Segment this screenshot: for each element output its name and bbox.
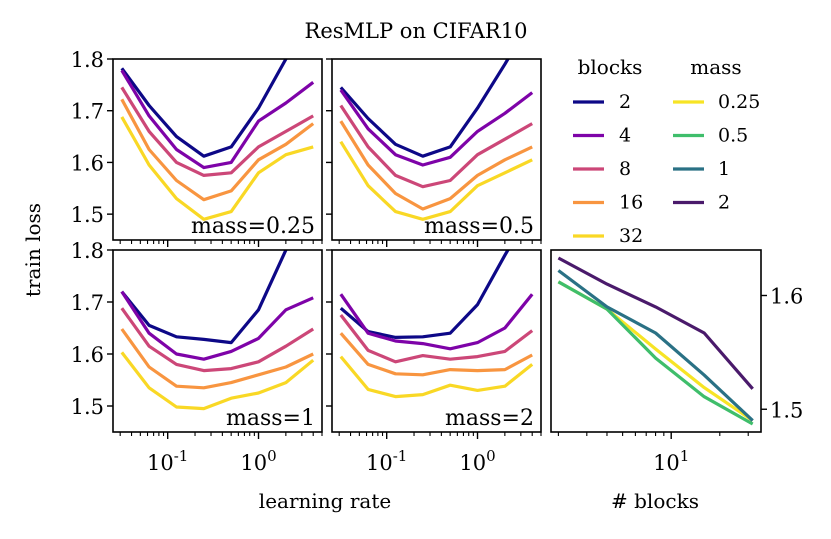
series-group <box>120 59 315 221</box>
series-line-4 <box>339 89 534 167</box>
series-line-16 <box>339 120 533 211</box>
series-line-4 <box>339 293 534 351</box>
legend-blocks-column: 2 4 8 16 32 <box>573 91 643 247</box>
series-line-mass-0-5 <box>557 280 754 426</box>
panel-blocks-summary: 1.5 1.6 101 <box>550 249 803 475</box>
legend-mass-column: 0.25 0.5 1 2 <box>673 91 760 214</box>
series-line-2 <box>120 250 288 345</box>
series-line-32 <box>120 116 314 221</box>
legend-label: 32 <box>619 225 643 247</box>
x-tick-label: 100 <box>240 447 276 475</box>
y-tick-label: 1.7 <box>71 100 104 124</box>
legend-label: 16 <box>619 192 643 214</box>
panel-mass-0-25: 1.5 1.6 1.7 1.8 mass=0.25 <box>71 48 323 247</box>
y-tick-label: 1.5 <box>770 398 803 422</box>
series-group <box>339 250 534 399</box>
series-group <box>120 250 315 411</box>
y-tick-label: 1.6 <box>770 285 803 309</box>
series-line-8 <box>120 86 314 177</box>
legend-label: 0.25 <box>718 91 760 113</box>
y-axis-label: train loss <box>21 203 45 297</box>
x-tick-label: 101 <box>653 447 689 475</box>
panel-mass-2: 10-1 100 mass=2 <box>326 249 542 475</box>
series-group <box>557 256 754 426</box>
x-axis-label-blocks: # blocks <box>611 489 699 513</box>
series-line-16 <box>120 98 315 202</box>
legend-label: 8 <box>619 158 631 180</box>
series-line-4 <box>120 69 315 170</box>
series-line-2 <box>120 59 288 158</box>
legend-label: 2 <box>619 91 631 113</box>
legend-label: 1 <box>718 158 730 180</box>
series-line-32 <box>339 355 534 399</box>
panel-label: mass=1 <box>226 406 315 431</box>
series-line-mass-1 <box>557 269 754 422</box>
y-tick-label: 1.5 <box>71 203 104 227</box>
x-tick-label: 10-1 <box>147 447 188 475</box>
series-line-32 <box>120 351 315 411</box>
y-tick-label: 1.8 <box>71 48 104 72</box>
legend-label: 2 <box>718 192 730 214</box>
series-group <box>339 59 534 221</box>
series-line-16 <box>120 328 314 390</box>
y-tick-label: 1.8 <box>71 239 104 263</box>
series-line-2 <box>339 59 510 158</box>
legend: blocks mass 2 4 8 16 32 0.25 0.5 1 2 <box>573 55 760 247</box>
panel-label: mass=2 <box>445 406 534 431</box>
panel-mass-1: 1.5 1.6 1.7 1.8 10-1 100 mass=1 <box>71 239 323 475</box>
y-tick-label: 1.6 <box>71 151 104 175</box>
series-line-8 <box>339 314 534 364</box>
y-tick-label: 1.7 <box>71 291 104 315</box>
x-tick-label: 10-1 <box>366 447 407 475</box>
series-line-32 <box>339 140 533 221</box>
panel-frame <box>331 58 542 241</box>
series-line-16 <box>339 332 533 377</box>
panel-frame <box>112 249 323 433</box>
legend-label: 4 <box>619 125 631 147</box>
legend-title-blocks: blocks <box>578 55 643 79</box>
panel-label: mass=0.25 <box>191 214 315 239</box>
series-line-8 <box>339 104 533 189</box>
series-line-4 <box>120 290 314 361</box>
legend-label: 0.5 <box>718 125 748 147</box>
series-line-mass-0-25 <box>557 280 754 422</box>
panel-label: mass=0.5 <box>424 214 534 239</box>
series-line-2 <box>339 250 510 339</box>
series-line-mass-2 <box>557 256 754 390</box>
x-tick-label: 100 <box>459 447 495 475</box>
chart-title: ResMLP on CIFAR10 <box>305 19 528 43</box>
legend-title-mass: mass <box>690 55 741 79</box>
y-tick-label: 1.5 <box>71 395 104 419</box>
x-axis-label-learning-rate: learning rate <box>259 489 391 513</box>
series-line-8 <box>120 307 315 373</box>
panel-frame <box>112 58 323 241</box>
y-tick-label: 1.6 <box>71 343 104 367</box>
panel-mass-0-5: mass=0.5 <box>326 58 542 247</box>
panel-frame <box>331 249 542 433</box>
